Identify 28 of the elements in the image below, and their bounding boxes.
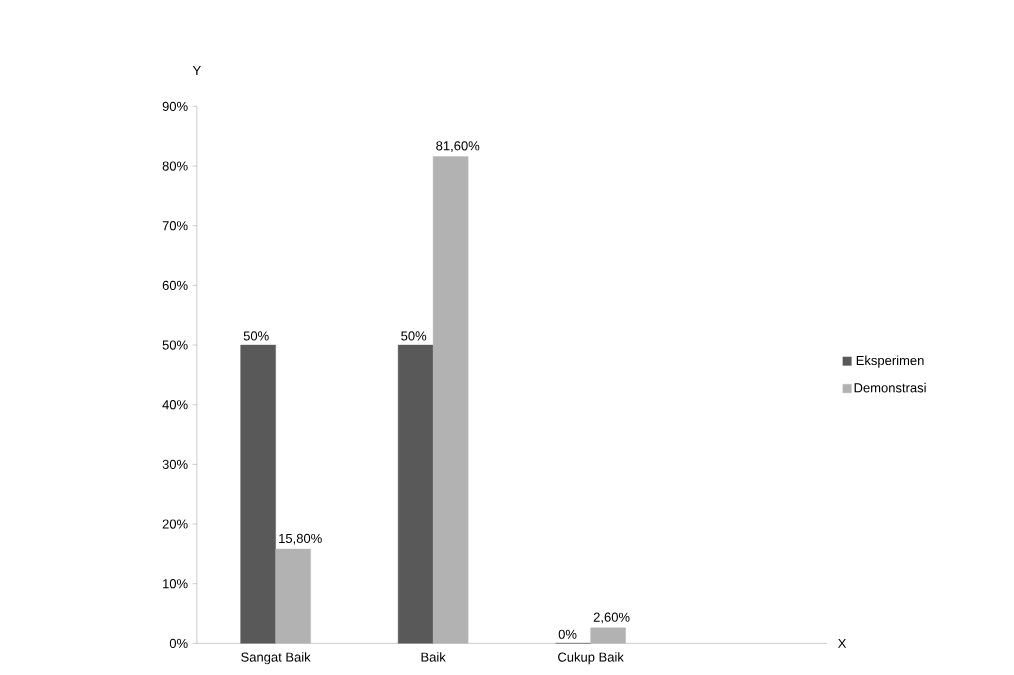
y-tick-label: 70% [162, 221, 188, 231]
bar [432, 156, 469, 644]
y-tick-label: 30% [162, 459, 188, 469]
bar [590, 627, 626, 644]
legend-label: Demonstrasi [854, 382, 926, 393]
x-tick-label: Sangat Baik [241, 652, 311, 665]
y-tick-label: 60% [162, 280, 188, 290]
data-label: 50% [243, 331, 269, 341]
bar [397, 344, 434, 644]
legend-label: Eksperimen [856, 355, 924, 368]
data-label: 2,60% [593, 612, 630, 624]
y-axis-title: Y [192, 66, 201, 75]
y-tick-label: 0% [169, 638, 188, 648]
y-tick-label: 90% [162, 101, 188, 111]
x-tick-label: Cukup Baik [558, 652, 624, 665]
y-tick-label: 20% [162, 519, 188, 529]
y-tick-label: 40% [162, 400, 188, 410]
bar [240, 344, 276, 644]
data-label: 50% [401, 331, 427, 341]
x-axis-title: X [838, 638, 847, 648]
data-label: 0% [558, 629, 577, 639]
y-tick-label: 10% [163, 579, 188, 589]
y-tick-label: 80% [162, 161, 188, 171]
data-label: 81,60% [436, 141, 480, 152]
x-tick-label: Baik [421, 652, 446, 662]
bar [275, 548, 311, 644]
y-tick-label: 50% [162, 340, 188, 350]
data-label: 15,80% [279, 533, 322, 545]
